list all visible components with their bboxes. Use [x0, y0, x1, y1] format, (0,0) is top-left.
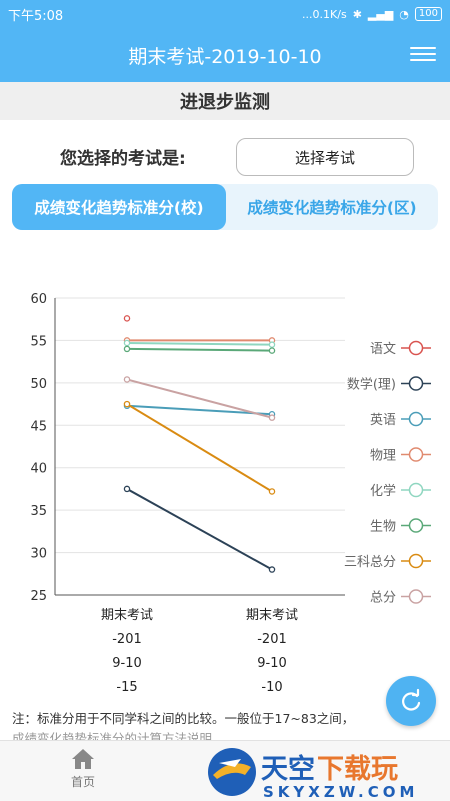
tab-district-standard-score[interactable]: 成绩变化趋势标准分(区)	[247, 199, 417, 217]
data-point	[123, 400, 131, 408]
data-point	[268, 414, 276, 421]
status-time: 下午5:08	[8, 8, 64, 24]
legend-label: 化学	[370, 483, 396, 499]
legend-label: 英语	[370, 413, 396, 428]
data-point	[268, 488, 276, 495]
home-label: 首页	[70, 775, 95, 789]
legend-marker	[408, 482, 424, 498]
data-point	[123, 345, 131, 353]
note-text-cut: 成绩变化趋势标准分的计算方法说明	[12, 731, 213, 740]
legend-label: 生物	[370, 520, 396, 535]
svg-text:天空: 天空	[261, 753, 315, 785]
x-tick-label: 9-10	[112, 656, 142, 671]
y-tick-label: 30	[30, 547, 47, 562]
watermark-logo: 天空 下载玩 SKYXZW.COM	[208, 748, 418, 800]
legend-marker	[408, 553, 424, 569]
data-point	[123, 485, 131, 493]
exam-select-row: 您选择的考试是: 选择考试	[0, 136, 450, 180]
legend-marker	[408, 376, 424, 391]
series-line	[126, 403, 273, 493]
wifi-icon: ◔	[399, 7, 409, 21]
legend-label: 总分	[370, 591, 396, 606]
bluetooth-icon: ✱	[352, 7, 362, 21]
refresh-icon	[402, 688, 421, 711]
app-header: 期末考试-2019-10-10	[0, 28, 450, 82]
legend-label: 物理	[370, 449, 396, 464]
status-bar: 下午5:08 ...0.1K/s ✱ ▂▄▆ ◔ 100	[0, 0, 450, 28]
y-tick-label: 60	[30, 292, 47, 307]
data-point	[123, 376, 131, 383]
legend-marker	[408, 589, 424, 604]
series-line	[126, 404, 273, 416]
data-point	[268, 566, 276, 573]
x-tick-label: 9-10	[257, 656, 287, 671]
legend-marker	[408, 340, 424, 356]
x-tick-label: 期末考试	[101, 608, 153, 623]
data-point	[268, 341, 276, 348]
x-tick-label: -15	[116, 680, 137, 695]
home-tab[interactable]: 首页	[50, 747, 116, 797]
series-line	[126, 347, 273, 352]
y-tick-label: 45	[30, 419, 47, 434]
data-point	[123, 339, 131, 347]
home-icon	[72, 749, 94, 769]
data-point	[268, 347, 276, 354]
legend-marker	[408, 411, 424, 427]
series-line	[126, 488, 273, 571]
legend-marker	[408, 518, 424, 533]
y-tick-label: 35	[30, 504, 47, 519]
section-title: 进退步监测	[0, 82, 450, 120]
x-tick-label: -201	[112, 632, 142, 647]
page-title: 期末考试-2019-10-10	[128, 45, 322, 68]
legend-label: 语文	[370, 342, 396, 357]
x-tick-label: 期末考试	[246, 608, 298, 623]
x-tick-label: -10	[261, 680, 282, 695]
series-line	[126, 341, 273, 346]
menu-icon[interactable]	[410, 43, 436, 65]
network-speed: ...0.1K/s	[302, 7, 347, 21]
exam-select-label: 您选择的考试是:	[60, 149, 186, 169]
select-exam-button[interactable]: 选择考试	[236, 138, 414, 176]
y-tick-label: 25	[30, 589, 47, 604]
note-text: 注：标准分用于不同学科之间的比较。一般位于17~83之间，	[12, 711, 355, 726]
series-line	[126, 378, 273, 419]
y-tick-label: 40	[30, 462, 47, 477]
svg-text:下载玩: 下载玩	[317, 754, 398, 785]
y-tick-label: 55	[30, 334, 47, 349]
refresh-button[interactable]	[386, 676, 436, 726]
data-point	[123, 315, 131, 322]
tab-school-standard-score[interactable]: 成绩变化趋势标准分(校)	[12, 184, 226, 230]
y-tick-label: 50	[30, 377, 47, 392]
battery-icon: 100	[414, 7, 442, 21]
status-icons: ...0.1K/s ✱ ▂▄▆ ◔ 100	[302, 7, 442, 21]
svg-text:SKYXZW.COM: SKYXZW.COM	[263, 783, 418, 800]
legend-label: 数学(理)	[347, 377, 396, 393]
x-tick-label: -201	[257, 632, 287, 647]
legend-label: 三科总分	[344, 555, 396, 570]
trend-chart: 60 55 50 45 40 35 30 25 期末考试 -201 9-10 -15 期末考试 -201 9…	[30, 292, 431, 695]
legend-marker	[408, 447, 424, 462]
signal-icon: ▂▄▆	[367, 7, 394, 21]
trend-tabs: 成绩变化趋势标准分(校) 成绩变化趋势标准分(区)	[12, 184, 438, 230]
